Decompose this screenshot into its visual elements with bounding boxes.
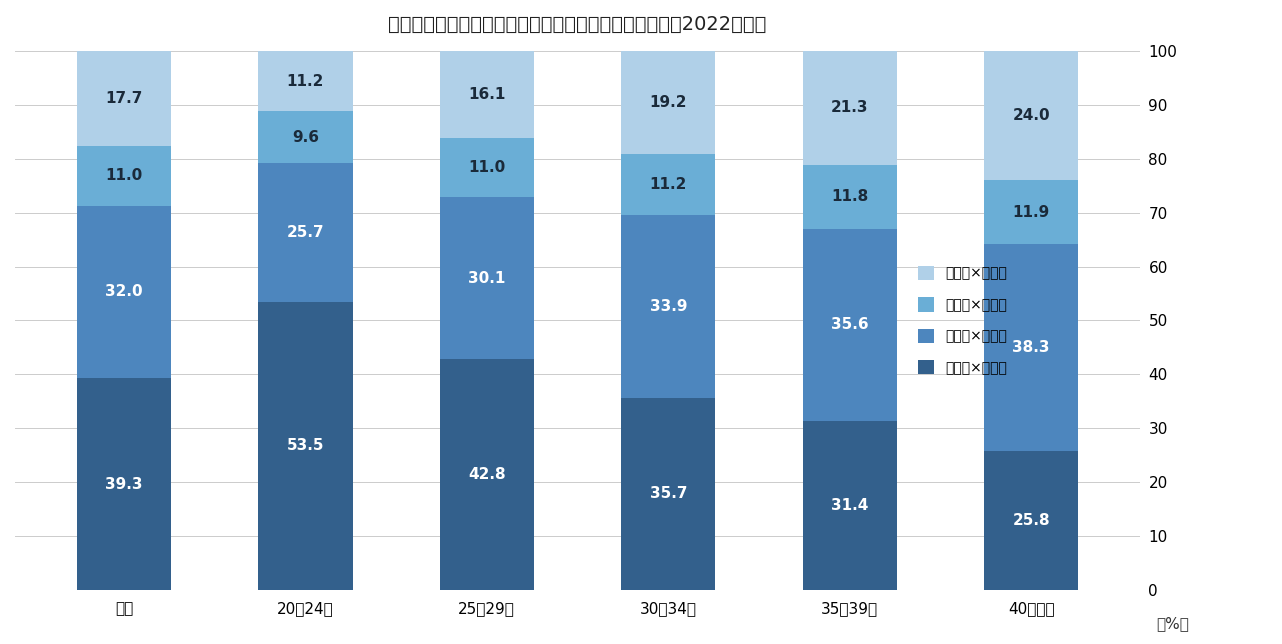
Bar bbox=[440, 359, 535, 590]
Text: 9.6: 9.6 bbox=[292, 129, 319, 145]
Text: （%）: （%） bbox=[1156, 616, 1190, 631]
Text: 25.7: 25.7 bbox=[286, 225, 324, 240]
Text: 11.8: 11.8 bbox=[831, 189, 868, 204]
Bar bbox=[803, 165, 897, 229]
Legend: 同業種×同職種, 同業種×異職種, 異業種×同職種, 異業種×異職種: 同業種×同職種, 同業種×異職種, 異業種×同職種, 異業種×異職種 bbox=[910, 259, 1014, 382]
Text: 11.2: 11.2 bbox=[287, 73, 324, 88]
Text: 53.5: 53.5 bbox=[287, 439, 324, 453]
Text: 32.0: 32.0 bbox=[105, 285, 142, 299]
Text: 25.8: 25.8 bbox=[1013, 513, 1050, 528]
Bar bbox=[440, 51, 535, 138]
Bar bbox=[803, 229, 897, 421]
Text: 11.2: 11.2 bbox=[650, 177, 687, 192]
Bar bbox=[985, 451, 1078, 590]
Bar bbox=[258, 51, 353, 111]
Text: 11.9: 11.9 bbox=[1013, 205, 1050, 220]
Bar bbox=[985, 244, 1078, 451]
Bar bbox=[258, 301, 353, 590]
Text: 35.6: 35.6 bbox=[831, 317, 868, 332]
Bar bbox=[258, 163, 353, 301]
Text: 16.1: 16.1 bbox=[468, 87, 505, 102]
Text: 21.3: 21.3 bbox=[831, 100, 868, 115]
Text: 19.2: 19.2 bbox=[650, 95, 687, 110]
Bar bbox=[620, 51, 715, 155]
Text: 11.0: 11.0 bbox=[105, 169, 142, 184]
Text: 33.9: 33.9 bbox=[650, 299, 687, 314]
Text: 24.0: 24.0 bbox=[1013, 108, 1050, 123]
Bar bbox=[985, 180, 1078, 244]
Bar bbox=[77, 51, 171, 146]
Bar bbox=[620, 397, 715, 590]
Text: 42.8: 42.8 bbox=[468, 467, 505, 482]
Text: 39.3: 39.3 bbox=[105, 477, 142, 491]
Bar bbox=[77, 205, 171, 378]
Bar bbox=[620, 155, 715, 214]
Bar bbox=[803, 50, 897, 165]
Bar bbox=[803, 421, 897, 590]
Bar bbox=[620, 214, 715, 397]
Title: 【年齢別】転職時の業種・職種異同のパターン別割合（2022年度）: 【年齢別】転職時の業種・職種異同のパターン別割合（2022年度） bbox=[388, 15, 767, 34]
Text: 17.7: 17.7 bbox=[105, 91, 142, 106]
Bar bbox=[440, 138, 535, 197]
Bar bbox=[440, 197, 535, 359]
Text: 31.4: 31.4 bbox=[831, 498, 868, 513]
Text: 30.1: 30.1 bbox=[468, 270, 505, 285]
Text: 35.7: 35.7 bbox=[650, 486, 687, 501]
Bar bbox=[985, 51, 1078, 180]
Text: 11.0: 11.0 bbox=[468, 160, 505, 175]
Text: 38.3: 38.3 bbox=[1013, 340, 1050, 355]
Bar bbox=[77, 378, 171, 590]
Bar bbox=[77, 146, 171, 205]
Bar bbox=[258, 111, 353, 163]
